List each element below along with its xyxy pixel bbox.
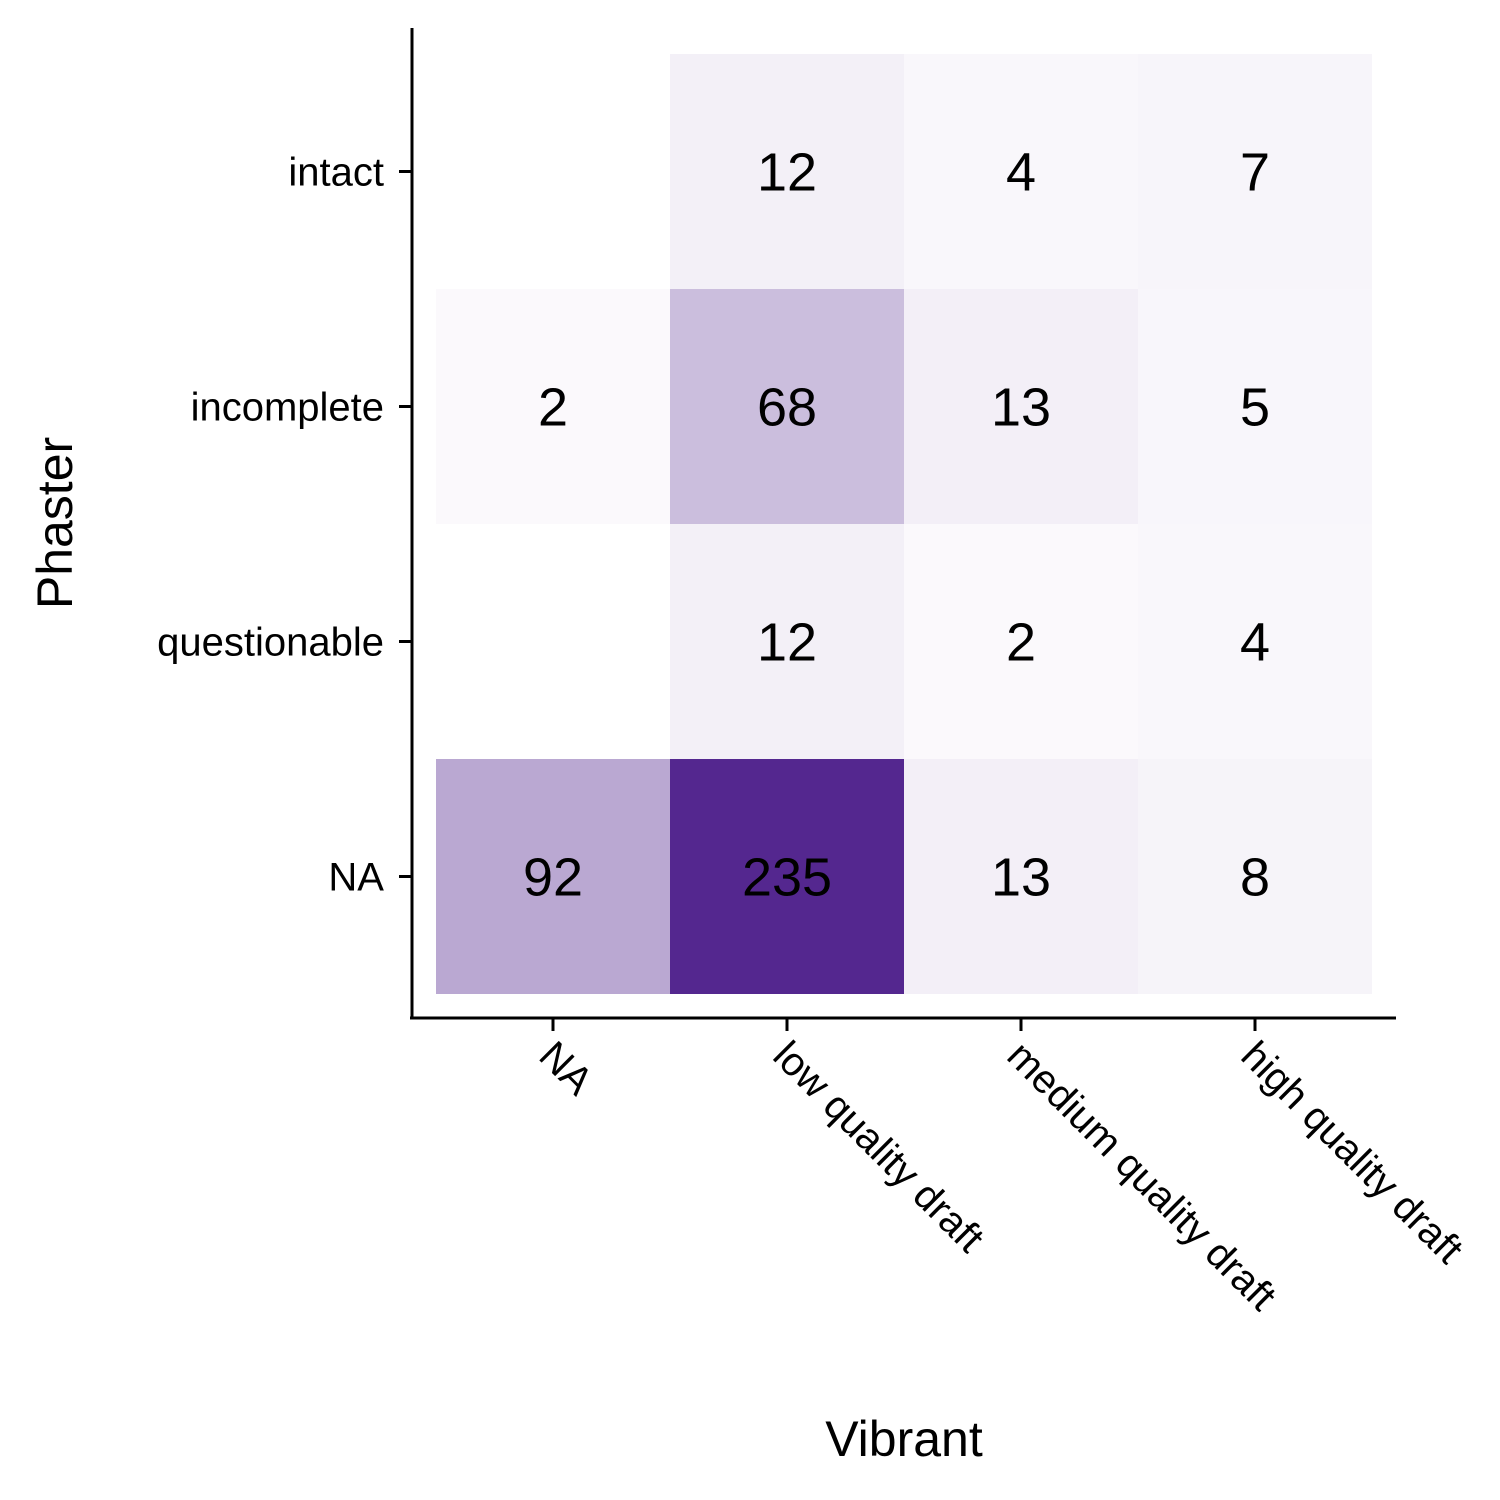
cell-value-label: 235 [742, 848, 832, 908]
heatmap-cells [436, 54, 1372, 994]
cell-value-label: 8 [1240, 848, 1270, 908]
cell-value-label: 7 [1240, 143, 1270, 203]
x-tick-label: low quality draft [765, 1033, 993, 1261]
heatmap-cell-na-high-quality-draft [1138, 759, 1372, 994]
heatmap-cell-na-na [436, 759, 670, 994]
x-tick-label: NA [531, 1033, 602, 1104]
heatmap-cell-questionable-medium-quality-draft [904, 524, 1138, 759]
y-axis-ticks: intact incomplete questionable NA [157, 151, 412, 900]
cell-value-label: 68 [757, 378, 817, 438]
cell-value-label: 12 [757, 613, 817, 673]
y-tick-label: intact [288, 151, 384, 195]
heatmap-cell-incomplete-high-quality-draft [1138, 289, 1372, 524]
heatmap-cell-na-medium-quality-draft [904, 759, 1138, 994]
x-axis-title: Vibrant [825, 1411, 983, 1467]
cell-value-label: 2 [1006, 613, 1036, 673]
heatmap-cell-intact-high-quality-draft [1138, 54, 1372, 289]
cell-value-label: 13 [991, 848, 1051, 908]
cell-value-label: 13 [991, 378, 1051, 438]
y-axis-title: Phaster [27, 437, 83, 609]
heatmap-cell-intact-low-quality-draft [670, 54, 904, 289]
heatmap-cell-incomplete-na [436, 289, 670, 524]
heatmap-cell-incomplete-medium-quality-draft [904, 289, 1138, 524]
heatmap-cell-questionable-high-quality-draft [1138, 524, 1372, 759]
heatmap-cell-questionable-low-quality-draft [670, 524, 904, 759]
x-tick-label: medium quality draft [999, 1033, 1285, 1319]
cell-value-label: 5 [1240, 378, 1270, 438]
y-tick-label: NA [328, 856, 384, 900]
heatmap-cell-incomplete-low-quality-draft [670, 289, 904, 524]
heatmap-cell-na-low-quality-draft [670, 759, 904, 994]
cell-value-label: 2 [538, 378, 568, 438]
y-tick-label: incomplete [191, 386, 384, 430]
cell-value-label: 92 [523, 848, 583, 908]
x-axis-ticks: NA low quality draft medium quality drafth… [531, 1018, 1472, 1319]
cell-value-label: 4 [1006, 143, 1036, 203]
heatmap-cell-intact-medium-quality-draft [904, 54, 1138, 289]
cell-value-label: 4 [1240, 613, 1270, 673]
heatmap-cell-labels: 12 4 7 2 68 13 5 12 2 4 92 235 13 8 [523, 143, 1270, 908]
cell-value-label: 12 [757, 143, 817, 203]
y-tick-label: questionable [157, 621, 384, 665]
x-tick-label: high quality draft [1233, 1033, 1472, 1272]
